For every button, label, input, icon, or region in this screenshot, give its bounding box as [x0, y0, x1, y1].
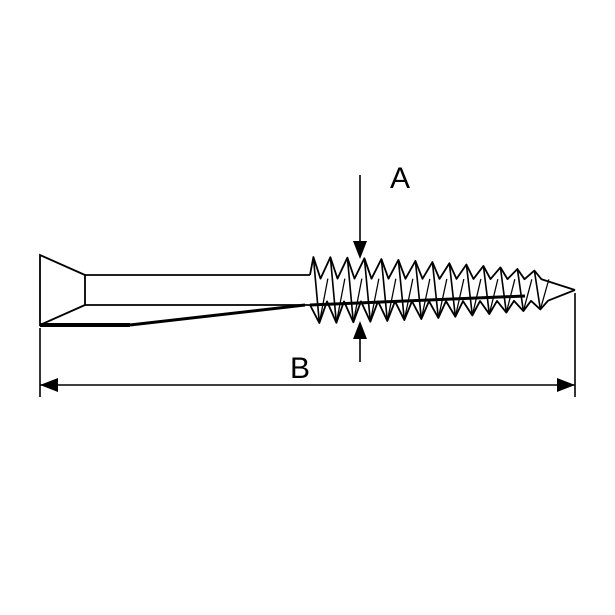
- dimension-label-b: B: [290, 352, 310, 386]
- diagram-container: A B: [0, 0, 615, 615]
- dimension-label-a: A: [390, 162, 410, 196]
- screw-drawing: [0, 0, 615, 615]
